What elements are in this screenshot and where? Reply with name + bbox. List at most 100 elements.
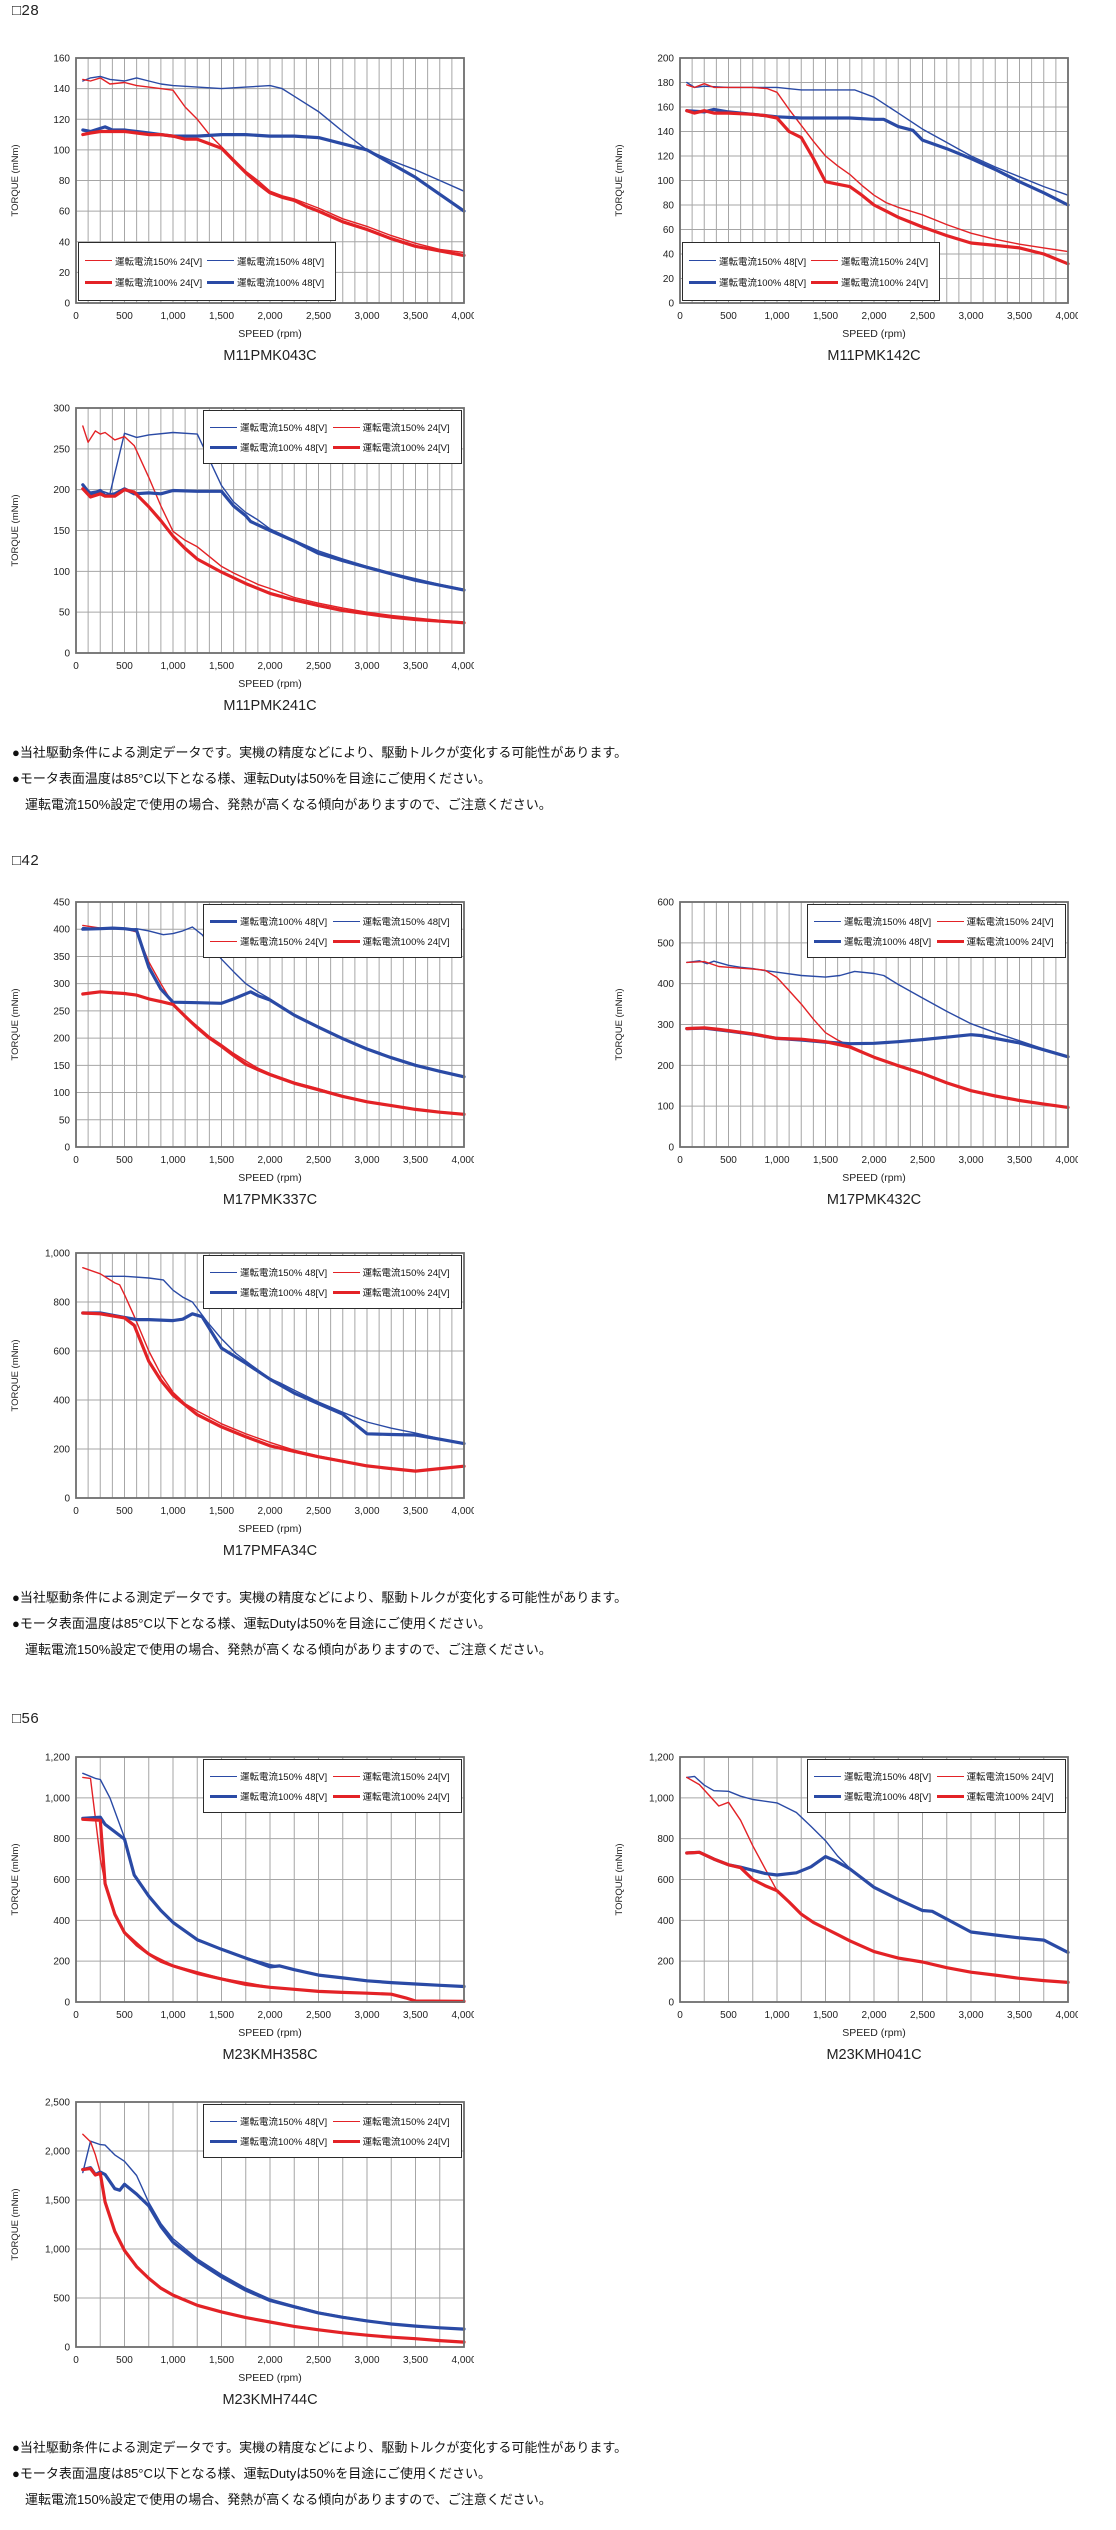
legend-label: 運転電流150% 24[V] (966, 1772, 1054, 1783)
legend-label: 運転電流100% 24[V] (362, 1792, 450, 1803)
x-tick-label: 3,500 (1007, 2010, 1032, 2021)
legend-item-b150: 運転電流150% 48[V] (210, 420, 333, 434)
legend-line-sample (332, 1271, 360, 1273)
x-tick-label: 2,500 (910, 311, 935, 322)
legend-row: 運転電流100% 48[V] 運転電流100% 24[V] (210, 2134, 455, 2148)
x-tick-label: 1,000 (764, 2010, 789, 2021)
y-tick-label: 300 (657, 1020, 674, 1031)
y-tick-label: 400 (53, 925, 70, 936)
x-tick-label: 3,000 (354, 1155, 379, 1166)
y-axis-ticks: 0 50 100 150 200 250 300 350 400 450 (53, 898, 70, 1154)
y-tick-label: 350 (53, 952, 70, 963)
legend-line-sample (210, 940, 237, 942)
x-tick-label: 0 (73, 1155, 79, 1166)
legend-item-r100: 運転電流100% 24[V] (332, 2134, 456, 2148)
x-tick-label: 500 (116, 2010, 133, 2021)
legend-label: 運転電流100% 48[V] (240, 917, 328, 928)
series-r100 (81, 1311, 466, 1473)
x-tick-label: 1,500 (209, 661, 234, 672)
legend-line-sample (332, 1794, 360, 1798)
torque-chart-m23kmh744c: 0 500 1,000 1,500 2,000 2,500 0 500 1,000 1,500 2,… (4, 2092, 474, 2418)
legend-line-sample (85, 260, 112, 262)
y-axis-ticks: 0 100 200 300 400 500 600 (657, 898, 674, 1154)
y-axis-ticks: 0 200 400 600 800 1,000 1,200 (649, 1753, 674, 2009)
y-tick-label: 50 (59, 608, 71, 619)
legend-item-b100: 運転電流100% 48[V] (210, 1789, 333, 1803)
legend-label: 運転電流150% 24[V] (115, 256, 203, 268)
legend-line-sample (814, 939, 841, 943)
x-tick-label: 3,500 (403, 1506, 428, 1517)
torque-chart-m11pmk142c: 0 20 40 60 80 100 120 140 160 180 200 0 500 1,000 1,50… (608, 48, 1078, 374)
series-b100 (81, 1311, 466, 1446)
x-tick-label: 2,000 (257, 311, 282, 322)
y-axis-ticks: 0 20 40 60 80 100 120 140 160 (53, 54, 70, 310)
y-axis-label: TORQUE (mNm) (10, 1339, 21, 1411)
series-group (81, 1267, 466, 1473)
x-tick-label: 1,500 (813, 2010, 838, 2021)
legend-item-r100: 運転電流100% 24[V] (332, 440, 456, 454)
x-tick-label: 500 (720, 311, 737, 322)
x-axis-label: SPEED (rpm) (238, 2027, 302, 2039)
x-tick-label: 2,500 (910, 1155, 935, 1166)
legend-line-sample (811, 280, 838, 284)
legend-item-b150: 運転電流150% 48[V] (210, 1265, 333, 1279)
series-b100 (685, 1850, 1070, 1954)
x-tick-label: 1,500 (209, 311, 234, 322)
x-tick-label: 3,000 (958, 1155, 983, 1166)
y-tick-label: 40 (59, 237, 71, 248)
x-tick-label: 500 (116, 2355, 133, 2366)
y-tick-label: 120 (53, 115, 70, 126)
legend: 運転電流150% 48[V] 運転電流150% 24[V] 運転電流100% 48[… (203, 1255, 462, 1309)
x-tick-label: 2,000 (257, 2010, 282, 2021)
torque-chart-m17pmk337c: 0 50 100 150 200 250 300 350 400 450 0 500 1,000 1,50… (4, 892, 474, 1218)
legend-line-sample (210, 426, 237, 428)
x-tick-label: 4,000 (1055, 2010, 1078, 2021)
chart-title: M23KMH041C (826, 2047, 922, 2063)
plot-border (75, 407, 465, 654)
legend-line-sample (210, 1775, 237, 1777)
series-b150 (686, 960, 1069, 1058)
chart-canvas: 0 20 40 60 80 100 120 140 160 0 500 1,000 1,500 2,000… (10, 54, 474, 341)
legend-line-sample (332, 1775, 360, 1777)
x-tick-label: 2,500 (306, 2010, 331, 2021)
y-tick-label: 400 (53, 1396, 70, 1407)
y-tick-label: 200 (657, 1061, 674, 1072)
legend-item-b100: 運転電流100% 48[V] (210, 2134, 333, 2148)
y-axis-ticks: 0 50 100 150 200 250 300 (53, 404, 70, 660)
x-tick-label: 4,000 (451, 311, 474, 322)
x-tick-label: 0 (73, 661, 79, 672)
x-tick-label: 1,000 (160, 1155, 185, 1166)
series-group (685, 960, 1070, 1109)
x-tick-label: 500 (720, 2010, 737, 2021)
note-line: ●当社駆動条件による測定データです。実機の精度などにより、駆動トルクが変化する可… (12, 1590, 628, 1605)
legend-line-sample (332, 920, 360, 922)
x-tick-label: 1,000 (160, 661, 185, 672)
note-line: ●当社駆動条件による測定データです。実機の精度などにより、駆動トルクが変化する可… (12, 745, 628, 760)
y-tick-label: 100 (53, 145, 70, 156)
x-axis-label: SPEED (rpm) (842, 2027, 906, 2039)
x-axis-label: SPEED (rpm) (238, 2372, 302, 2384)
x-tick-label: 3,500 (403, 1155, 428, 1166)
x-tick-label: 1,000 (160, 2010, 185, 2021)
legend-line-sample (210, 1271, 237, 1273)
y-tick-label: 1,000 (45, 1249, 70, 1260)
legend-line-sample (936, 920, 964, 922)
x-axis-ticks: 0 500 1,000 1,500 2,000 2,500 3,000 3,500 4,000 (73, 2355, 474, 2366)
y-tick-label: 800 (53, 1298, 70, 1309)
x-tick-label: 4,000 (451, 661, 474, 672)
x-tick-label: 4,000 (451, 2355, 474, 2366)
legend-line-sample (936, 1794, 964, 1798)
y-tick-label: 1,000 (45, 1793, 70, 1804)
y-tick-label: 450 (53, 898, 70, 909)
x-axis-label: SPEED (rpm) (238, 1172, 302, 1184)
legend-label: 運転電流150% 24[V] (362, 2117, 450, 2128)
series-r100 (81, 129, 466, 258)
plot-border (75, 57, 465, 304)
y-tick-label: 60 (663, 225, 675, 236)
legend-item-b100: 運転電流100% 48[V] (207, 275, 329, 289)
x-tick-label: 3,000 (354, 2010, 379, 2021)
legend-row: 運転電流150% 48[V] 運転電流150% 24[V] (814, 914, 1059, 928)
torque-chart-m11pmk043c: 0 20 40 60 80 100 120 140 160 0 500 1,000 1,500 2,000… (4, 48, 474, 374)
legend-item-r150: 運転電流150% 24[V] (85, 254, 207, 268)
